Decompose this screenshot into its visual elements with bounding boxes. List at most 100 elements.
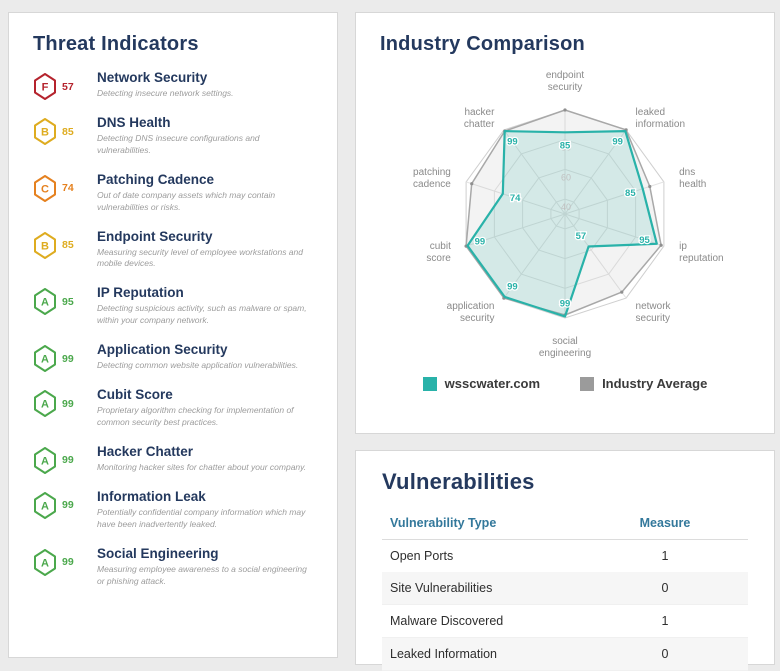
svg-text:60: 60: [561, 172, 571, 182]
svg-text:A: A: [41, 500, 49, 512]
svg-text:40: 40: [561, 202, 571, 212]
threat-indicator-item[interactable]: B 85 Endpoint Security Measuring securit…: [33, 229, 313, 271]
indicator-score: 99: [62, 397, 74, 410]
indicator-description: Potentially confidential company informa…: [97, 506, 306, 529]
grade-badge: A 99: [33, 342, 97, 373]
radar-axis-label: dns health: [679, 167, 706, 190]
vulnerability-type: Site Vulnerabilities: [390, 581, 493, 595]
indicator-description: Detecting DNS insecure configurations an…: [97, 133, 260, 155]
threat-indicator-item[interactable]: A 99 Information Leak Potentially confid…: [33, 489, 313, 531]
svg-text:B: B: [41, 240, 49, 252]
threat-indicator-item[interactable]: A 99 Cubit Score Proprietary algorithm c…: [33, 387, 313, 429]
indicator-description: Measuring security level of employee wor…: [97, 246, 303, 269]
svg-text:A: A: [41, 399, 49, 411]
threat-indicator-item[interactable]: A 99 Hacker Chatter Monitoring hacker si…: [33, 444, 313, 474]
svg-text:80: 80: [561, 143, 571, 153]
vulnerability-measure: 0: [661, 647, 669, 661]
grade-hexagon-icon: A: [34, 446, 56, 474]
threat-indicators-list: F 57 Network Security Detecting insecure…: [33, 70, 313, 587]
indicator-name: Social Engineering: [97, 545, 219, 561]
vulnerabilities-title: Vulnerabilities: [382, 469, 535, 494]
svg-text:85: 85: [625, 188, 636, 199]
indicator-name: Application Security: [97, 342, 228, 358]
legend-swatch: [422, 376, 437, 391]
svg-text:B: B: [41, 127, 49, 139]
svg-text:57: 57: [576, 231, 587, 242]
threat-indicators-panel: Threat Indicators F 57 Network Security …: [8, 12, 338, 658]
threat-indicator-item[interactable]: A 99 Social Engineering Measuring employ…: [33, 546, 313, 588]
indicator-name: Hacker Chatter: [97, 443, 194, 459]
threat-indicator-item[interactable]: A 99 Application Security Detecting comm…: [33, 342, 313, 373]
svg-text:99: 99: [507, 137, 518, 148]
grade-badge: A 99: [33, 444, 97, 474]
grade-hexagon-icon: A: [34, 491, 56, 519]
radar-axis-label: cubit score: [426, 241, 451, 264]
indicator-score: 57: [62, 80, 74, 93]
vulnerability-row: Malware Discovered 1: [382, 605, 748, 638]
threat-indicator-item[interactable]: C 74 Patching Cadence Out of date compan…: [33, 172, 313, 214]
chart-legend: wsscwater.com Industry Average: [380, 376, 750, 391]
indicator-score: 74: [62, 182, 74, 195]
indicator-name: Endpoint Security: [97, 228, 213, 244]
svg-text:A: A: [41, 354, 49, 366]
svg-text:99: 99: [475, 237, 486, 248]
grade-badge: B 85: [33, 229, 97, 259]
legend-item[interactable]: Industry Average: [580, 376, 707, 391]
svg-text:A: A: [41, 455, 49, 467]
svg-text:F: F: [42, 82, 49, 94]
legend-item[interactable]: wsscwater.com: [422, 376, 540, 391]
vulnerability-type: Malware Discovered: [390, 614, 504, 628]
vulnerability-type: Open Ports: [390, 549, 454, 563]
radar-axis-label: network security: [636, 301, 672, 324]
radar-axis-label: endpoint security: [546, 70, 585, 93]
radar-axis-label: leaked information: [636, 107, 685, 130]
grade-hexagon-icon: A: [34, 288, 56, 316]
vulnerabilities-panel: Vulnerabilities Vulnerability Type Measu…: [355, 450, 775, 671]
vulnerability-row: Open Ports 1: [382, 540, 748, 572]
svg-text:A: A: [41, 297, 49, 309]
svg-text:99: 99: [507, 281, 518, 292]
indicator-description: Measuring employee awareness to a social…: [97, 563, 307, 586]
grade-badge: F 57: [33, 70, 97, 100]
grade-badge: B 85: [33, 115, 97, 145]
svg-text:A: A: [41, 557, 49, 569]
vulnerability-row: Leaked Information 0: [382, 638, 748, 671]
grade-hexagon-icon: A: [34, 390, 56, 418]
threat-indicator-item[interactable]: A 95 IP Reputation Detecting suspicious …: [33, 285, 313, 327]
column-header-measure: Measure: [639, 516, 691, 530]
indicator-description: Detecting suspicious activity, such as m…: [97, 303, 307, 326]
grade-badge: A 99: [33, 489, 97, 519]
indicator-score: 85: [62, 239, 74, 252]
svg-text:99: 99: [560, 299, 571, 310]
grade-hexagon-icon: B: [34, 231, 56, 259]
indicator-score: 99: [62, 499, 74, 512]
vulnerability-row: Site Vulnerabilities 0: [382, 572, 748, 605]
indicator-score: 85: [62, 125, 74, 138]
vulnerabilities-table: Vulnerability Type Measure Open Ports 1 Si…: [382, 507, 748, 671]
grade-badge: A 99: [33, 387, 97, 418]
grade-badge: A 95: [33, 285, 97, 316]
indicator-score: 95: [62, 295, 74, 308]
radar-axis-label: application security: [447, 301, 495, 324]
indicator-description: Monitoring hacker sites for chatter abou…: [97, 461, 307, 472]
indicator-name: Patching Cadence: [97, 171, 215, 187]
threat-indicator-item[interactable]: F 57 Network Security Detecting insecure…: [33, 70, 313, 100]
radar-axis-label: patching cadence: [413, 167, 451, 190]
svg-text:C: C: [41, 183, 49, 195]
indicator-description: Detecting common website application vul…: [97, 360, 299, 371]
radar-chart: 80 60 40 85 99 85 95 57 99 99 99 74 99 endpoint securi…: [380, 62, 750, 372]
grade-badge: C 74: [33, 172, 97, 202]
indicator-name: IP Reputation: [97, 285, 184, 301]
legend-label: Industry Average: [602, 376, 708, 391]
radar-chart-svg: 80 60 40 85 99 85 95 57 99 99 99 74 99 endpoint securi…: [413, 70, 724, 359]
grade-hexagon-icon: F: [34, 73, 56, 100]
indicator-score: 99: [62, 454, 74, 467]
threat-indicator-item[interactable]: B 85 DNS Health Detecting DNS insecure c…: [33, 115, 313, 157]
grade-hexagon-icon: B: [34, 118, 56, 145]
svg-text:99: 99: [612, 137, 623, 148]
svg-text:85: 85: [560, 140, 571, 151]
column-header-type: Vulnerability Type: [390, 516, 497, 530]
indicator-name: DNS Health: [97, 115, 171, 130]
indicator-name: Network Security: [97, 70, 208, 85]
svg-text:74: 74: [510, 193, 521, 204]
